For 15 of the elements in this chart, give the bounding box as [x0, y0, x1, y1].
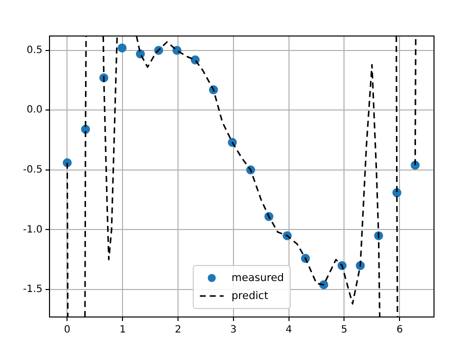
- y-tick-label: -1.5: [22, 284, 43, 296]
- x-tick-label: 3: [230, 324, 237, 336]
- x-tick-label: 1: [119, 324, 126, 336]
- x-tick-label: 0: [64, 324, 70, 336]
- x-tick-label: 2: [174, 324, 182, 336]
- y-tick-label: 0.0: [26, 104, 43, 116]
- x-tick-label: 4: [286, 324, 292, 336]
- legend-label: predict: [232, 290, 268, 302]
- x-tick-label: 6: [396, 324, 403, 336]
- y-tick-label: 0.5: [26, 44, 43, 56]
- point: [118, 43, 127, 52]
- y-tick-label: -0.5: [22, 164, 43, 176]
- y-tick-label: -1.0: [22, 224, 43, 236]
- x-tick-label: 5: [341, 324, 348, 336]
- legend-label: measured: [232, 272, 284, 284]
